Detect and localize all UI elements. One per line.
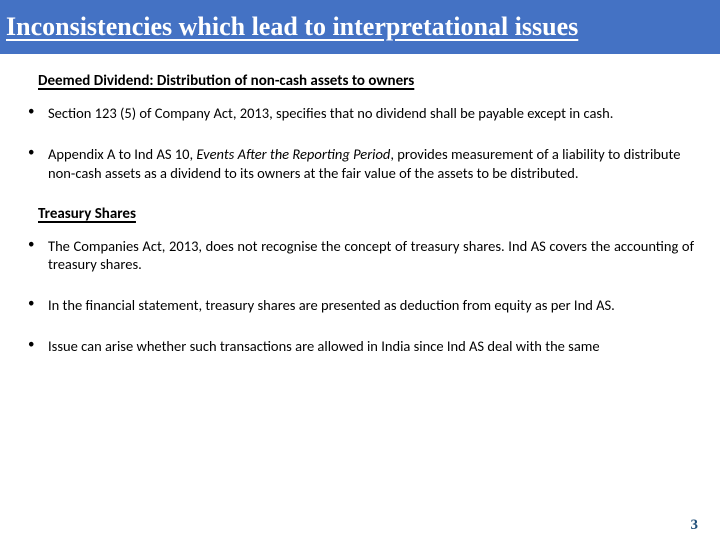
italic-phrase: Events After the Reporting Period <box>196 145 390 163</box>
section1-list: Section 123 (5) of Company Act, 2013, sp… <box>26 104 694 183</box>
content-area: Deemed Dividend: Distribution of non-cas… <box>0 54 720 356</box>
slide-title: Inconsistencies which lead to interpreta… <box>6 12 578 42</box>
title-bar: Inconsistencies which lead to interpreta… <box>0 0 720 54</box>
section2-list: The Companies Act, 2013, does not recogn… <box>26 237 694 356</box>
section-heading-2: Treasury Shares <box>38 205 694 223</box>
list-item: In the financial statement, treasury sha… <box>26 296 694 315</box>
list-item: Section 123 (5) of Company Act, 2013, sp… <box>26 104 694 123</box>
list-item: The Companies Act, 2013, does not recogn… <box>26 237 694 275</box>
list-item: Issue can arise whether such transaction… <box>26 337 694 356</box>
page-number: 3 <box>691 517 699 534</box>
section-heading-1: Deemed Dividend: Distribution of non-cas… <box>38 72 694 90</box>
list-item: Appendix A to Ind AS 10, Events After th… <box>26 145 694 183</box>
